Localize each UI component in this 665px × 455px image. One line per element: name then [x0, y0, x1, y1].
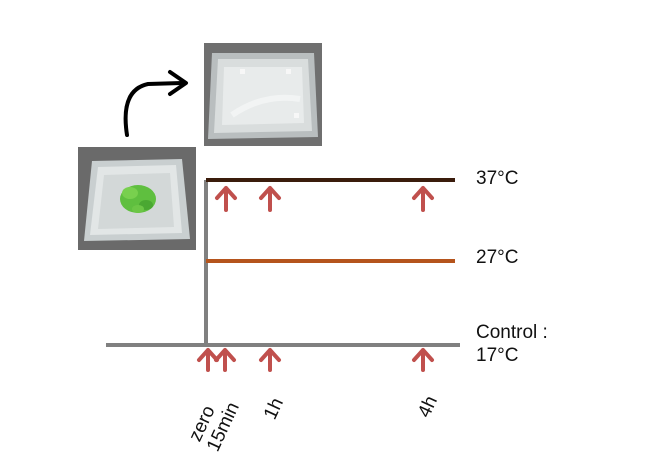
label-27c: 27°C	[476, 247, 519, 268]
up-arrow-icon	[259, 348, 281, 372]
petri-dish-lid-photo	[204, 43, 322, 146]
curved-arrow-icon	[123, 81, 184, 137]
up-arrow-icon	[412, 186, 434, 212]
up-arrow-icon	[259, 186, 281, 212]
curved-arrow-head	[168, 70, 188, 96]
up-arrow-icon	[214, 348, 236, 372]
label-17c: 17°C	[476, 345, 519, 366]
label-control: Control :	[476, 322, 548, 343]
up-arrow-icon	[412, 348, 434, 372]
up-arrow-icon	[215, 186, 237, 212]
label-37c: 37°C	[476, 168, 519, 189]
up-arrow-icon	[197, 348, 219, 372]
petri-dish-seedling-photo	[78, 147, 196, 250]
